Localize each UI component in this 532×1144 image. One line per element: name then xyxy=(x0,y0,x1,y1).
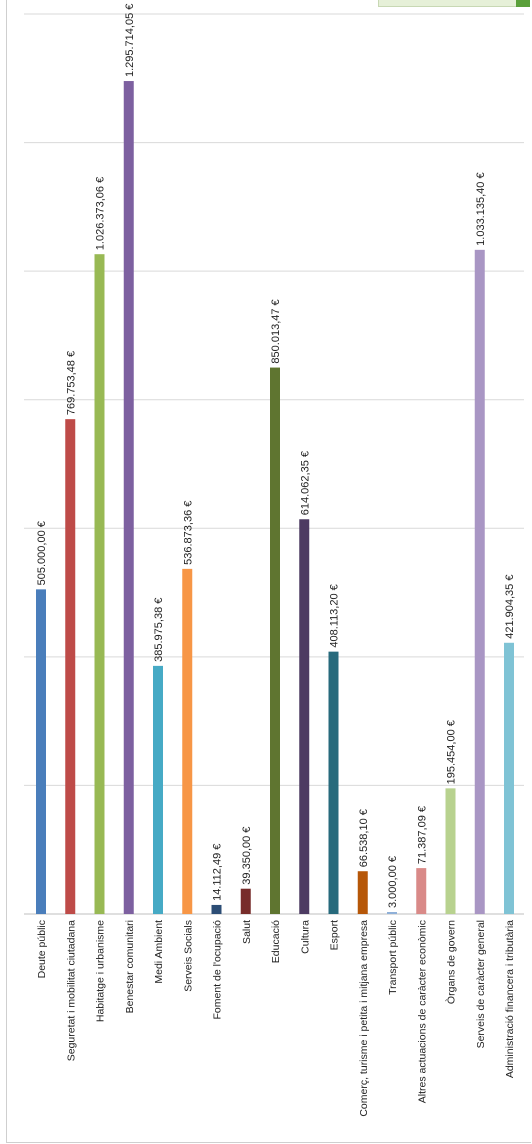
value-label: 614.062,35 € xyxy=(299,451,311,515)
bar xyxy=(416,868,427,914)
category-label: Cultura xyxy=(299,920,311,954)
category-label: Altres actuacions de caràcter econòmic xyxy=(416,920,428,1103)
bar xyxy=(299,519,310,914)
category-label: Òrgans de govern xyxy=(445,920,458,1004)
category-label: Deute públic xyxy=(36,920,48,978)
value-labels: 505.000,00 € 769.753,48 € 1.026.373,06 € 1.… xyxy=(36,4,516,908)
value-label: 769.753,48 € xyxy=(65,351,77,415)
value-label: 3.000,00 € xyxy=(387,856,399,908)
category-label: Foment de l'ocupació xyxy=(212,920,224,1020)
bar xyxy=(474,249,485,914)
bar xyxy=(240,888,251,914)
category-label: Transport públic xyxy=(387,920,399,995)
category-label: Habitatge i urbanisme xyxy=(95,920,107,1022)
value-label: 39.350,00 € xyxy=(241,827,253,885)
chart-frame xyxy=(6,0,531,1143)
bars xyxy=(36,81,514,915)
category-label: Benestar comunitari xyxy=(124,920,136,1013)
bar xyxy=(65,419,76,914)
value-label: 195.454,00 € xyxy=(446,720,458,784)
category-labels: Deute públic Seguretat i mobilitat ciutad… xyxy=(36,920,516,1117)
category-label: Educació xyxy=(270,920,282,963)
bar xyxy=(328,651,339,914)
bar xyxy=(94,254,105,915)
bar xyxy=(36,589,46,914)
bar xyxy=(357,871,368,914)
category-label: Seguretat i mobilitat ciutadana xyxy=(65,920,77,1061)
value-label: 66.538,10 € xyxy=(358,809,370,867)
category-label: Administració financera i tributària xyxy=(504,920,516,1078)
value-label: 850.013,47 € xyxy=(270,299,282,363)
value-label: 14.112,49 € xyxy=(212,844,224,901)
value-label: 1.295.714,05 € xyxy=(124,4,136,77)
bar xyxy=(504,642,514,914)
category-label: Serveis Socials xyxy=(182,920,194,992)
category-label: Serveis de caràcter general xyxy=(475,920,487,1048)
bar xyxy=(387,912,397,914)
bar xyxy=(153,665,163,914)
corner-tab-accent xyxy=(516,0,530,7)
value-label: 1.033.135,40 € xyxy=(475,172,487,245)
bar xyxy=(123,81,134,915)
category-label: Salut xyxy=(241,920,253,944)
value-label: 1.026.373,06 € xyxy=(95,177,107,250)
category-label: Esport xyxy=(329,920,341,950)
value-label: 536.873,36 € xyxy=(182,501,194,565)
category-label: Comerç, turisme i petita i mitjana empre… xyxy=(358,920,370,1117)
category-label: Medi Ambient xyxy=(153,920,165,984)
value-label: 385.975,38 € xyxy=(153,598,165,662)
bar xyxy=(182,568,193,914)
value-label: 408.113,20 € xyxy=(329,584,341,647)
bar xyxy=(211,904,222,914)
value-label: 505.000,00 € xyxy=(36,521,48,585)
value-label: 421.904,35 € xyxy=(504,575,516,639)
value-label: 71.387,09 € xyxy=(416,806,428,864)
bar xyxy=(270,367,280,915)
bar xyxy=(445,788,456,914)
